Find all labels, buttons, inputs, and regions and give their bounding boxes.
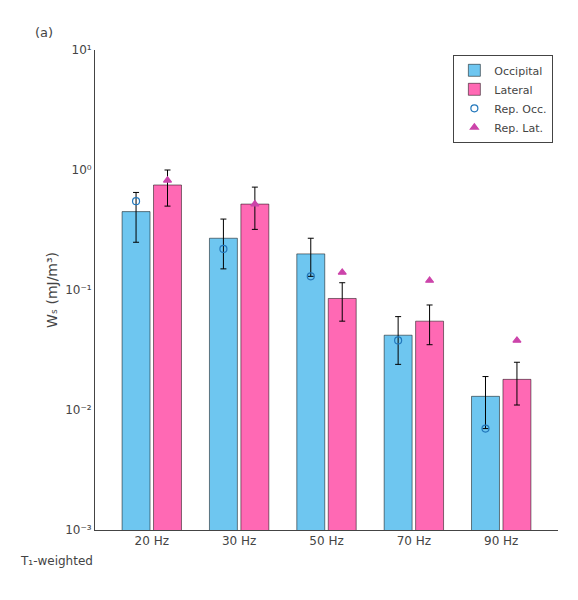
svg-text:T₁-weighted: T₁-weighted bbox=[20, 554, 93, 568]
svg-text:Wₛ (mJ/m³): Wₛ (mJ/m³) bbox=[44, 252, 60, 328]
svg-text:90 Hz: 90 Hz bbox=[484, 534, 518, 548]
svg-text:10¹: 10¹ bbox=[72, 43, 92, 57]
svg-text:20 Hz: 20 Hz bbox=[135, 534, 169, 548]
svg-text:10⁻¹: 10⁻¹ bbox=[65, 283, 92, 297]
svg-text:10⁻³: 10⁻³ bbox=[65, 523, 92, 537]
svg-text:Lateral: Lateral bbox=[494, 84, 532, 97]
svg-text:10⁻²: 10⁻² bbox=[65, 403, 92, 417]
svg-text:30 Hz: 30 Hz bbox=[222, 534, 256, 548]
svg-text:(a): (a) bbox=[35, 25, 53, 40]
svg-text:Rep. Occ.: Rep. Occ. bbox=[494, 103, 546, 116]
svg-text:Occipital: Occipital bbox=[494, 65, 542, 78]
svg-text:Rep. Lat.: Rep. Lat. bbox=[494, 122, 543, 135]
svg-text:70 Hz: 70 Hz bbox=[397, 534, 431, 548]
svg-text:50 Hz: 50 Hz bbox=[309, 534, 343, 548]
svg-text:10⁰: 10⁰ bbox=[72, 163, 92, 177]
